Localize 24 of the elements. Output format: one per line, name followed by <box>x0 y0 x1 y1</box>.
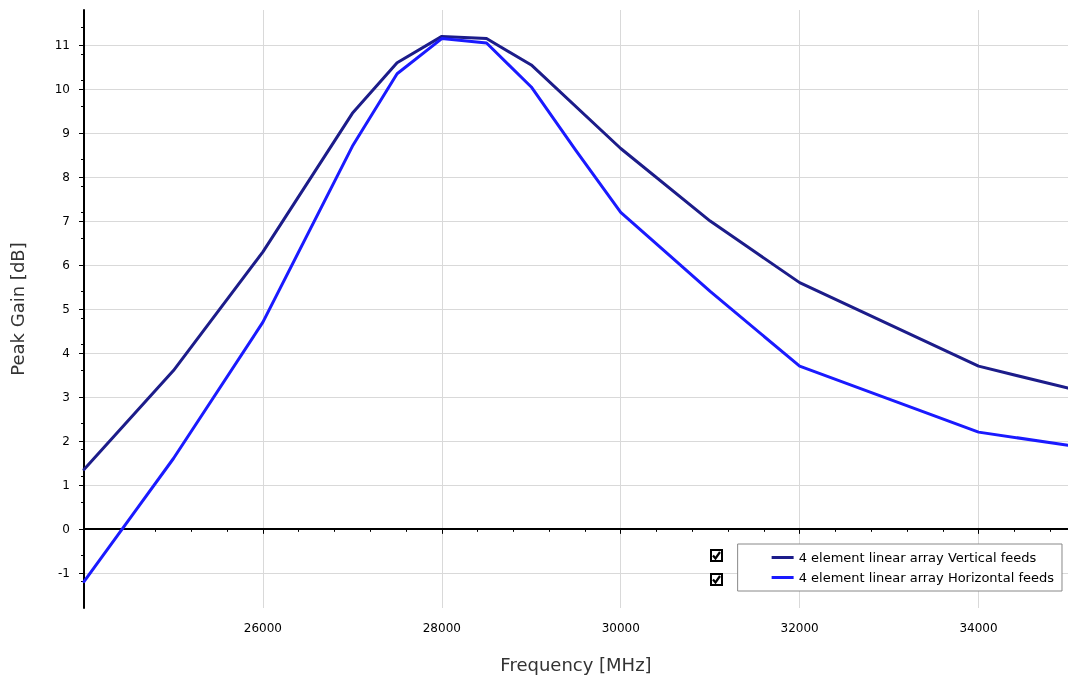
y-tick-label: 9 <box>62 126 70 141</box>
y-tick-label: 7 <box>62 214 70 229</box>
y-tick-label: 8 <box>62 170 70 185</box>
line-series <box>82 37 1068 584</box>
y-tick-label: 2 <box>62 433 70 448</box>
x-tick-label: 30000 <box>601 621 640 635</box>
x-tick-label: 32000 <box>780 621 819 635</box>
legend-label: 4 element linear array Horizontal feeds <box>798 570 1055 585</box>
y-tick-label: 4 <box>62 345 70 360</box>
y-tick-label: 10 <box>54 82 70 97</box>
y-tick-label: 0 <box>62 521 70 536</box>
y-tick-label: 1 <box>62 477 70 492</box>
x-tick-label: 34000 <box>959 621 998 635</box>
y-tick-label: 11 <box>54 38 70 53</box>
y-tick-label: 6 <box>62 258 70 273</box>
line-series <box>82 34 1068 471</box>
y-tick-label: 3 <box>62 389 70 404</box>
legend-label: 4 element linear array Vertical feeds <box>798 550 1037 565</box>
x-tick-label: 28000 <box>422 621 461 635</box>
x-axis-title: Frequency [MHz] <box>500 653 652 675</box>
y-axis-title: Peak Gain [dB] <box>6 242 28 376</box>
x-tick-label: 26000 <box>243 621 282 635</box>
y-tick-label: 5 <box>62 302 70 316</box>
y-tick-label: -1 <box>58 565 70 580</box>
